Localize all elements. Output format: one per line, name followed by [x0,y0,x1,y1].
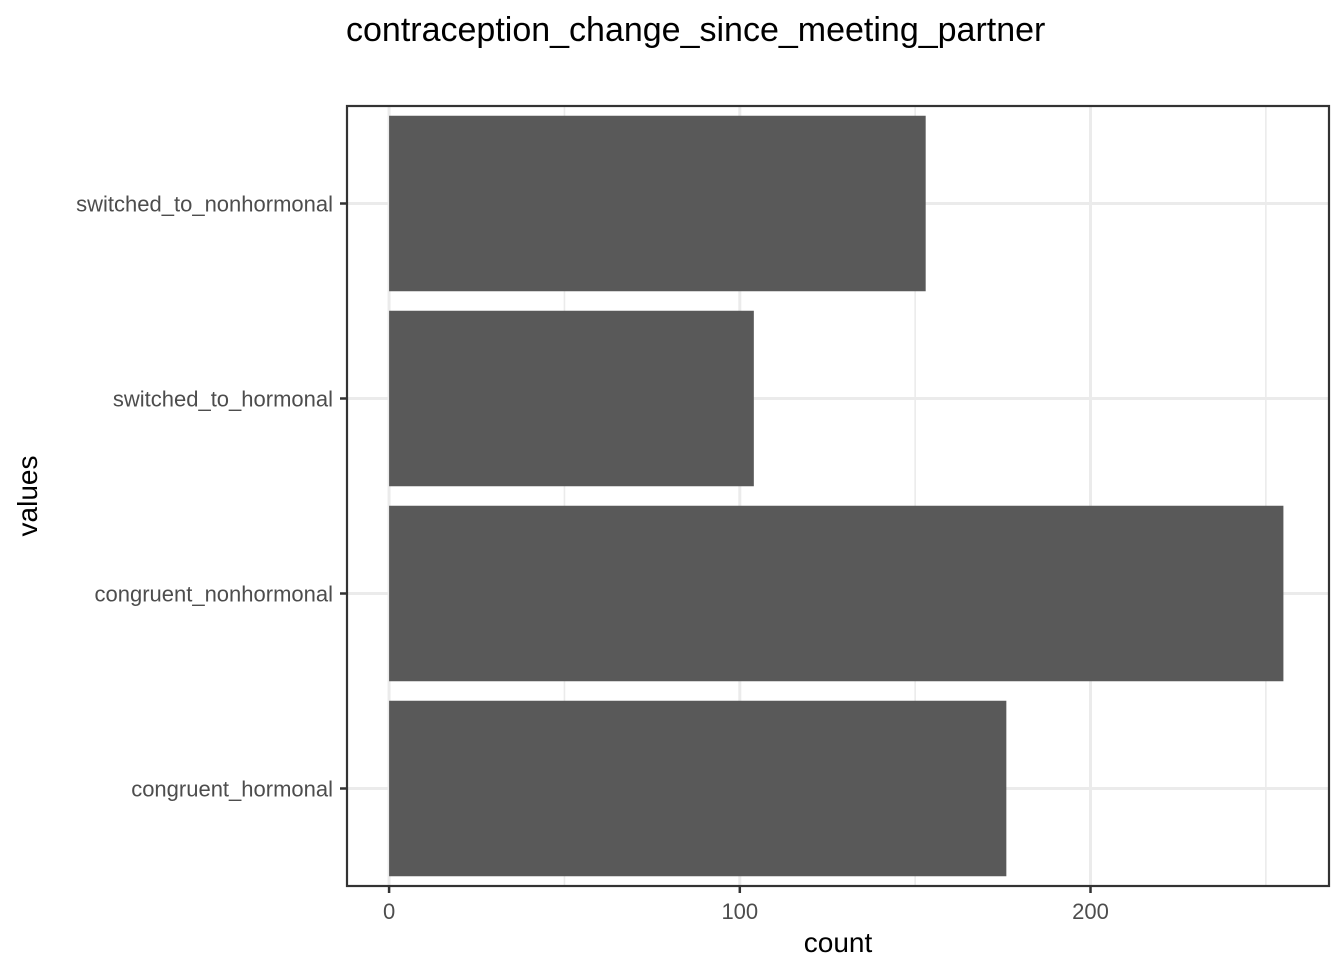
y-axis: congruent_hormonal congruent_nonhormonal s… [76,192,347,802]
bar-switched-to-nonhormonal [389,115,926,292]
x-axis-title: count [804,927,873,958]
x-axis: 0 100 200 [383,886,1109,924]
x-tick-label: 100 [721,899,758,924]
x-tick-label: 200 [1072,899,1109,924]
bars [389,115,1284,877]
chart-title: contraception_change_since_meeting_partn… [346,11,1045,49]
bar-congruent-hormonal [389,700,1007,877]
y-tick-label: switched_to_hormonal [113,387,333,412]
y-tick-label: congruent_hormonal [131,777,333,802]
bar-congruent-nonhormonal [389,505,1284,682]
y-axis-title: values [12,456,43,537]
y-tick-label: switched_to_nonhormonal [76,192,333,217]
bar-switched-to-hormonal [389,310,754,487]
panel-border [345,104,1331,888]
y-tick-label: congruent_nonhormonal [94,582,333,607]
x-tick-label: 0 [383,899,395,924]
